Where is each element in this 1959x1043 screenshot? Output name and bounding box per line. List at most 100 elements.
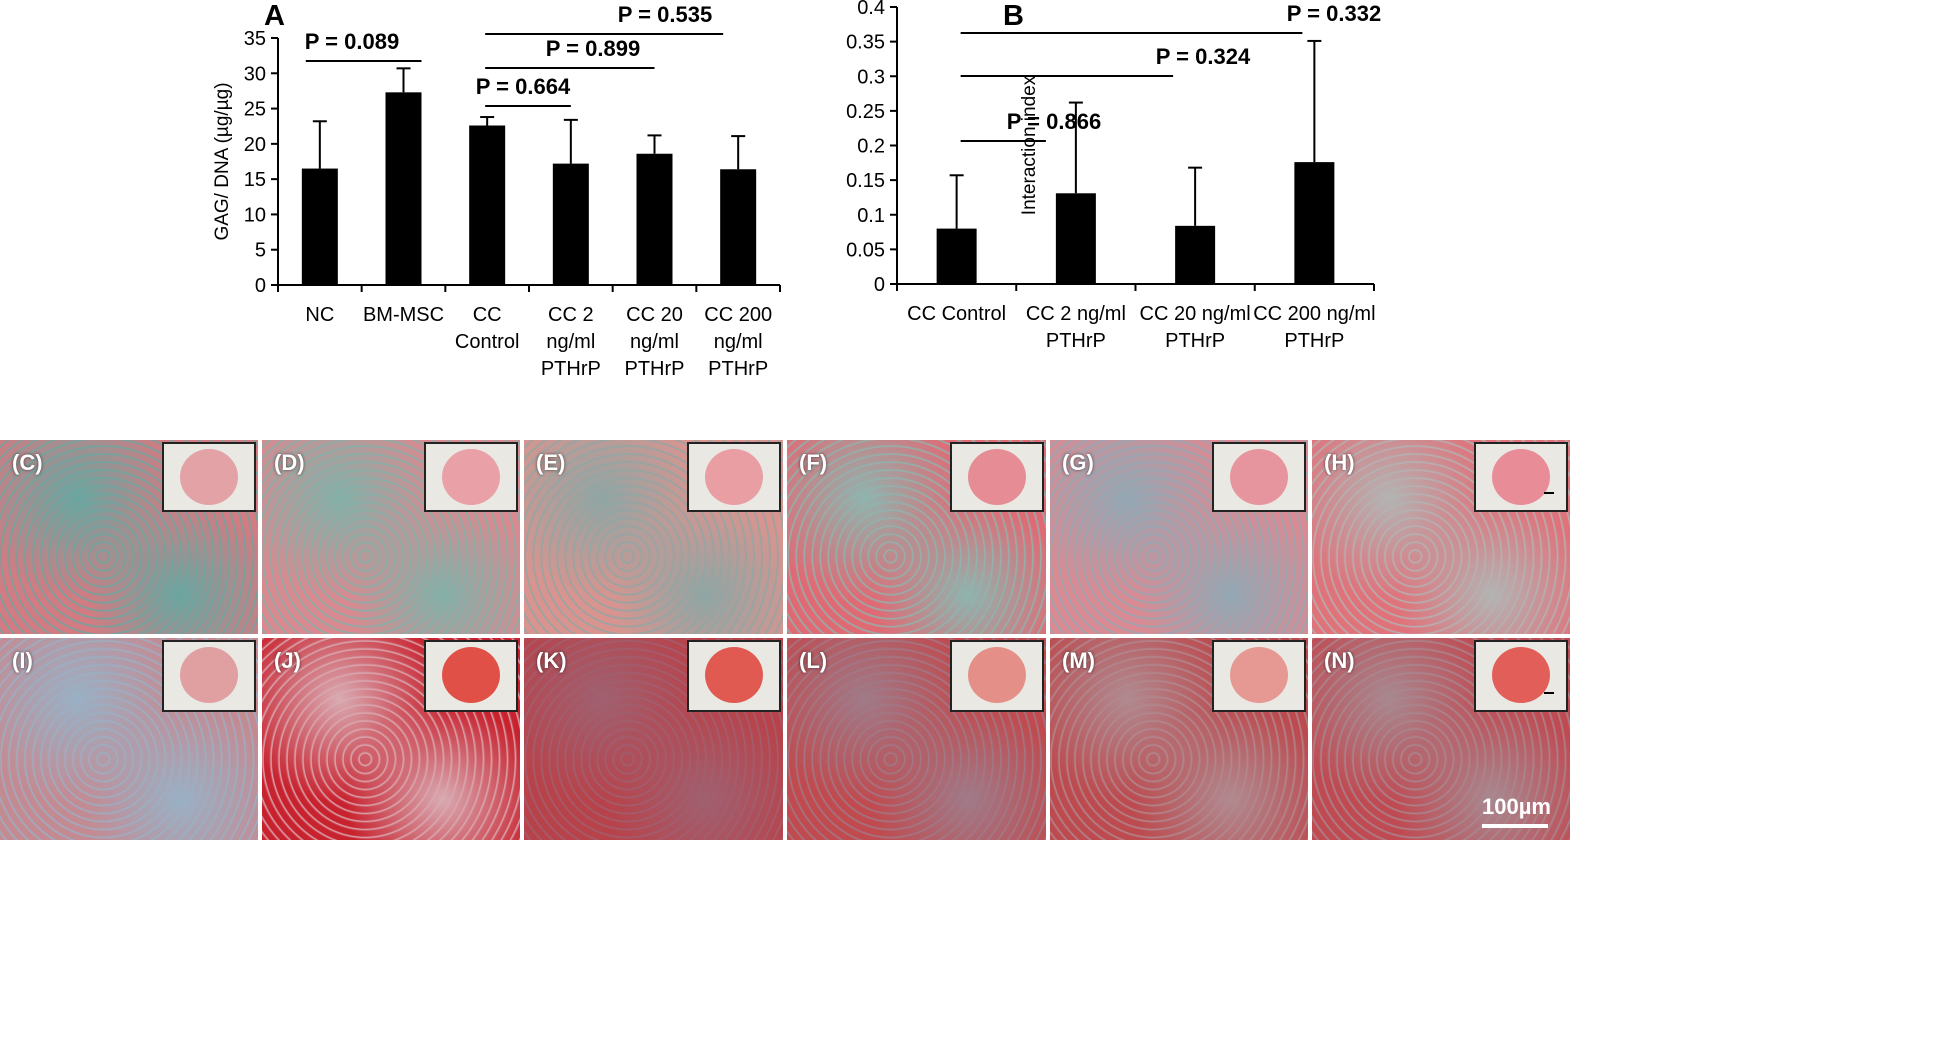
pellet [442,449,500,505]
chart-b-y-tick-label: 0.1 [857,205,885,227]
chart-a-x-tick-label: CC 20 [626,304,683,326]
chart-a-bar [301,168,338,285]
chart-b-y-tick-label: 0.15 [846,170,885,192]
chart-b-x-tick-label: PTHrP [1284,330,1344,352]
chart-a-p-value: P = 0.535 [618,2,712,27]
image-letter: (J) [274,648,301,673]
pellet [705,449,763,505]
pellet-inset [1212,640,1306,712]
chart-a-x-tick-label: BM-MSC [363,304,444,326]
histology-image: (N) 100µm [1312,638,1570,840]
chart-a-y-axis-label: GAG/ DNA (µg/µg) [212,82,233,240]
chart-a-p-value: P = 0.899 [546,36,640,61]
chart-a-bar [552,163,589,285]
chart-b: 0 0.05 0.1 0.15 0.2 0.25 0.3 0.35 0.4 Interaction… [846,0,1381,352]
histology-image: (L) [787,638,1046,840]
image-letter: (C) [12,450,43,475]
image-letter: (E) [536,450,566,475]
pellet [968,647,1026,703]
chart-a-bar [469,125,506,285]
histology-image: (M) [1050,638,1308,840]
panel-label-b: B [1003,0,1024,32]
chart-a: 0 5 10 15 20 25 30 35 GAG/ DNA (µg/µg) NC BM-MSC CC… [212,2,781,380]
pellet [180,449,238,505]
chart-a-bar [636,153,673,285]
chart-b-bar [1294,162,1335,284]
chart-b-x-tick-label: CC 2 ng/ml [1026,303,1126,325]
panel-label-a: A [264,0,285,32]
chart-a-bar [720,169,757,285]
chart-a-y-tick-label: 35 [244,28,266,50]
chart-b-y-tick-label: 0.3 [857,66,885,88]
chart-b-p-value: P = 0.324 [1156,44,1251,69]
chart-a-x-tick-label: ng/ml [714,331,763,353]
chart-a-y-tick-label: 20 [244,134,266,156]
histology-image: (I) [0,638,258,840]
chart-a-x-tick-label: CC 2 [548,304,594,326]
pellet-inset [950,640,1044,712]
pellet-inset [950,442,1044,512]
chart-b-y-tick-label: 0.4 [857,0,885,19]
chart-a-x-tick-label: PTHrP [708,358,768,380]
image-letter: (L) [799,648,828,673]
chart-b-bar [1055,193,1096,284]
chart-a-y-tick-label: 0 [255,275,266,297]
chart-a-x-tick-label: ng/ml [546,331,595,353]
chart-b-y-tick-label: 0 [874,274,885,296]
chart-a-x-tick-label: PTHrP [541,358,601,380]
inset-scale-bar [1544,692,1554,694]
histology-image: (E) [524,440,783,634]
chart-a-p-value: P = 0.089 [305,29,399,54]
chart-a-y-tick-label: 30 [244,63,266,85]
chart-a-y-tick-label: 10 [244,204,266,226]
histology-image: (D) [262,440,520,634]
pellet-inset [162,640,256,712]
chart-b-y-tick-label: 0.05 [846,239,885,261]
chart-b-p-value: P = 0.332 [1287,1,1381,26]
histology-image: (J) [262,638,520,840]
pellet [705,647,763,703]
chart-a-x-tick-label: CC 200 [704,304,772,326]
chart-a-x-tick-label: ng/ml [630,331,679,353]
pellet-inset [687,442,781,512]
chart-a-bar [385,92,422,285]
chart-a-x-tick-label: CC [473,304,502,326]
image-letter: (D) [274,450,305,475]
image-letter: (F) [799,450,828,475]
inset-scale-bar [1544,492,1554,494]
image-letter: (H) [1324,450,1355,475]
image-letter: (M) [1062,648,1095,673]
histology-image: (G) [1050,440,1308,634]
histology-image: (C) [0,440,258,634]
chart-b-y-tick-label: 0.35 [846,32,885,54]
pellet [1492,449,1550,505]
pellet-inset [162,442,256,512]
image-letter: (G) [1062,450,1094,475]
chart-a-y-tick-label: 25 [244,99,266,121]
pellet [442,647,500,703]
histology-image: (H) [1312,440,1570,634]
chart-b-y-axis-label: Interaction index [1019,75,1040,215]
image-letter: (N) [1324,648,1355,673]
chart-a-p-value: P = 0.664 [476,74,571,99]
chart-a-x-tick-label: Control [455,331,519,353]
chart-b-x-tick-label: PTHrP [1165,330,1225,352]
pellet-inset [1212,442,1306,512]
chart-a-y-tick-label: 5 [255,240,266,262]
chart-b-x-tick-label: CC Control [907,303,1006,325]
pellet [968,449,1026,505]
pellet-inset [1474,442,1568,512]
chart-b-x-tick-label: PTHrP [1046,330,1106,352]
chart-b-p-value: P = 0.866 [1007,109,1101,134]
chart-a-x-tick-label: PTHrP [625,358,685,380]
pellet [180,647,238,703]
histology-image: (K) [524,638,783,840]
pellet [1230,449,1288,505]
image-letter: (K) [536,648,567,673]
chart-a-y-tick-label: 15 [244,169,266,191]
chart-b-x-tick-label: CC 200 ng/ml [1253,303,1375,325]
histology-image: (F) [787,440,1046,634]
scale-bar: 100µm [1482,794,1551,828]
pellet [1492,647,1550,703]
